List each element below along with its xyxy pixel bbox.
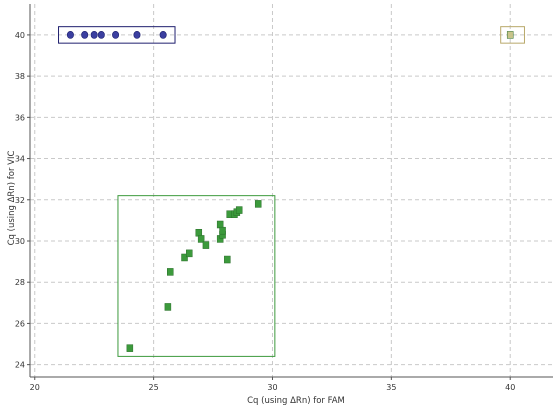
data-point: [159, 31, 167, 39]
data-point: [506, 31, 514, 39]
x-tick-label: 30: [267, 383, 277, 392]
data-point: [202, 241, 210, 249]
x-axis-label: Cq (using ΔRn) for FAM: [247, 396, 345, 406]
data-point: [254, 200, 262, 208]
x-tick-label: 40: [505, 383, 515, 392]
data-point: [186, 249, 193, 258]
data-points: [66, 31, 514, 352]
data-point: [97, 31, 105, 39]
y-tick-label: 32: [15, 196, 25, 205]
data-point: [235, 206, 243, 214]
y-tick-label: 26: [15, 319, 25, 328]
y-axis-label: Cq (using ΔRn) for VIC: [7, 151, 17, 246]
y-tick-label: 30: [15, 237, 25, 246]
data-point: [112, 31, 120, 39]
x-tick-label: 35: [386, 383, 396, 392]
data-point: [66, 31, 74, 39]
x-tick-label: 20: [30, 383, 40, 392]
y-tick-label: 36: [15, 113, 25, 122]
data-point: [126, 344, 134, 352]
y-tick-label: 40: [15, 31, 25, 40]
y-tick-label: 28: [15, 278, 25, 287]
cluster-box: [500, 26, 525, 44]
data-point: [224, 255, 231, 264]
data-point: [90, 31, 98, 39]
cluster-box: [117, 195, 276, 357]
data-point: [181, 253, 188, 262]
tick-labels: 20 25 30 35 40 24 26 28 30 32 34 36 38 40: [15, 31, 515, 392]
cluster-boxes: [58, 26, 525, 357]
axes: [27, 4, 553, 380]
grid: [30, 4, 553, 377]
data-point: [81, 31, 89, 39]
y-tick-label: 34: [15, 155, 25, 164]
data-point: [167, 268, 174, 276]
data-point: [133, 31, 141, 39]
y-tick-label: 38: [15, 72, 25, 81]
data-point: [197, 235, 205, 243]
cluster-box: [58, 26, 176, 44]
data-point: [164, 303, 172, 311]
data-point: [219, 226, 226, 235]
x-tick-label: 25: [149, 383, 159, 392]
y-tick-label: 24: [15, 361, 25, 370]
